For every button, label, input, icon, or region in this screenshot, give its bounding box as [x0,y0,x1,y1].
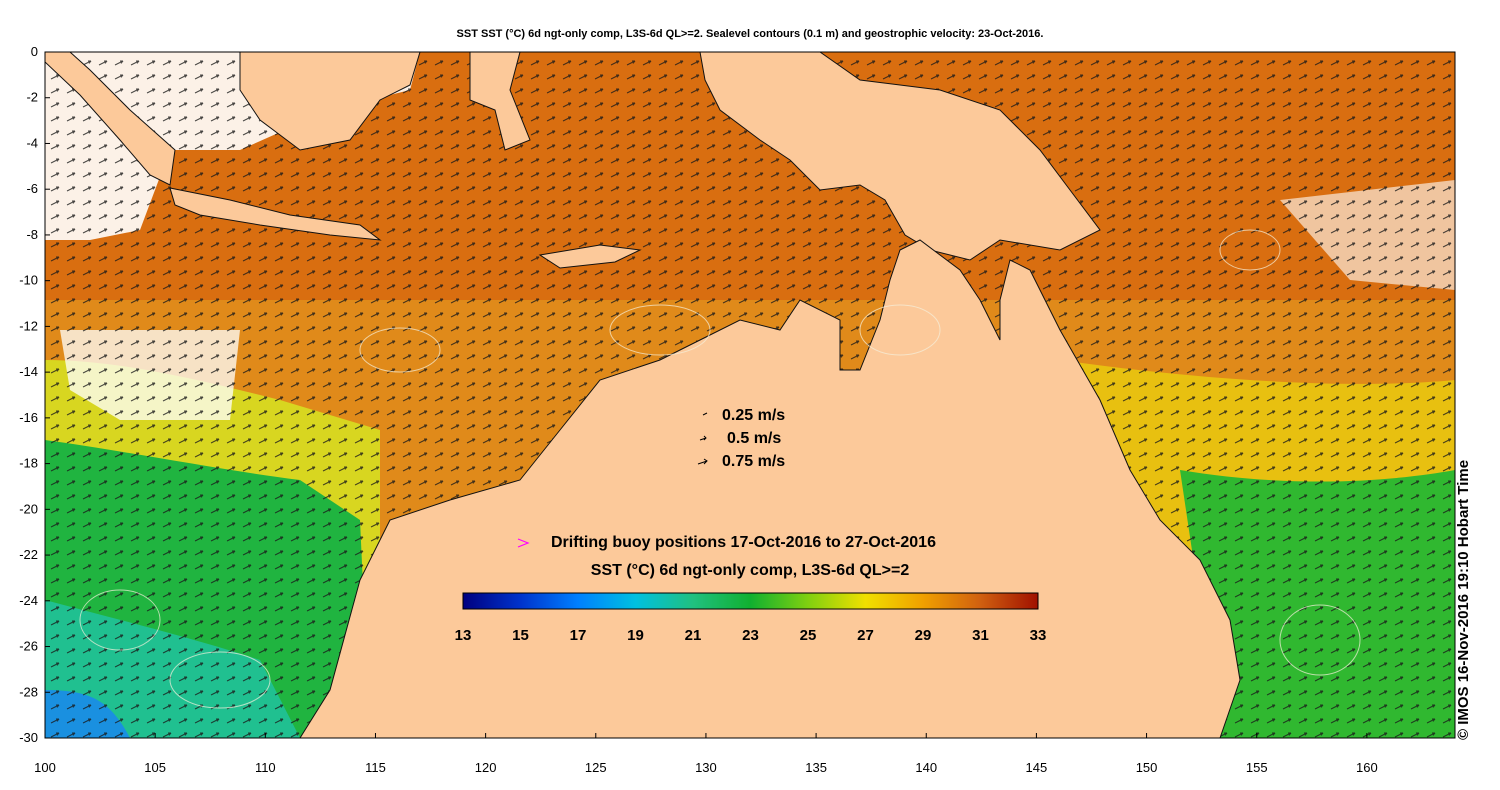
land-timor [538,244,642,269]
y-axis: 0 -2 -4 -6 -8 -10 -12 -14 -16 -18 -20 -22 -24 -26 -28 -… [19,44,50,745]
colorbar-title: SST (°C) 6d ngt-only comp, L3S-6d QL>=2 [591,562,910,579]
credit-text: © IMOS 16-Nov-2016 19:10 Hobart Time [1455,459,1472,740]
colorbar: SST (°C) 6d ngt-only comp, L3S-6d QL>=2 … [455,562,1047,644]
y-tick-label: -24 [19,593,38,608]
x-tick-label: 125 [585,760,607,775]
y-tick-label: -18 [19,456,38,471]
land [45,52,1241,738]
land-java [169,187,382,241]
y-tick-label: -14 [19,364,38,379]
colorbar-tick-label: 23 [742,627,759,644]
sealevel-contours [79,229,1361,709]
buoy-marker-icon [517,538,530,548]
x-tick-label: 150 [1136,760,1158,775]
colorbar-tick-label: 27 [857,627,874,644]
y-tick-label: -6 [26,181,38,196]
buoy-legend-label: Drifting buoy positions 17-Oct-2016 to 2… [551,534,936,551]
velocity-legend: 0.25 m/s 0.5 m/s 0.75 m/s [697,407,785,470]
colorbar-tick-label: 33 [1030,627,1047,644]
x-tick-label: 120 [475,760,497,775]
x-tick-label: 110 [255,760,276,775]
land-sumatra [45,52,176,186]
colorbar-tick-label: 15 [512,627,529,644]
y-tick-label: -22 [19,547,38,562]
x-tick-label: 140 [915,760,937,775]
x-tick-label: 145 [1026,760,1048,775]
y-tick-label: -2 [26,90,38,105]
velocity-label-05: 0.5 m/s [727,430,781,447]
map-frame [44,51,1456,739]
colorbar-tick-label: 17 [570,627,587,644]
velocity-label-075: 0.75 m/s [722,453,785,470]
land-sulawesi [469,52,531,151]
y-tick-label: -16 [19,410,38,425]
land-new-guinea [699,52,1101,261]
x-tick-label: 100 [34,760,56,775]
x-tick-label: 155 [1246,760,1268,775]
land-australia [299,239,1241,738]
x-axis: 100 105 110 115 120 125 130 135 140 145 150 155 160 [34,733,1378,775]
x-tick-label: 135 [805,760,827,775]
y-tick-label: -10 [19,273,38,288]
y-tick-label: -28 [19,684,38,699]
colorbar-tick-label: 13 [455,627,472,644]
colorbar-tick-label: 25 [800,627,817,644]
colorbar-tick-label: 21 [685,627,702,644]
colorbar-ticks: 13 15 17 19 21 23 25 27 29 31 33 [455,627,1047,644]
colorbar-tick-label: 29 [915,627,932,644]
y-tick-label: 0 [31,44,38,59]
velocity-arrow-025 [702,412,708,416]
x-tick-label: 115 [365,760,386,775]
y-tick-label: -20 [19,501,38,516]
velocity-arrow-075 [697,458,708,465]
velocity-arrow-05 [699,435,707,441]
y-tick-label: -12 [19,318,38,333]
colorbar-bar [462,592,1039,610]
x-tick-label: 130 [695,760,717,775]
land-borneo [239,52,421,151]
y-tick-label: -8 [26,227,38,242]
x-tick-label: 160 [1356,760,1378,775]
velocity-label-025: 0.25 m/s [722,407,785,424]
map-title: SST SST (°C) 6d ngt-only comp, L3S-6d QL… [456,28,1044,40]
buoy-legend: Drifting buoy positions 17-Oct-2016 to 2… [517,534,936,551]
x-tick-label: 105 [144,760,166,775]
colorbar-tick-label: 31 [972,627,989,644]
colorbar-tick-label: 19 [627,627,644,644]
plot-area [45,52,1455,738]
y-tick-label: -30 [19,730,38,745]
y-tick-label: -26 [19,639,38,654]
y-tick-label: -4 [26,135,38,150]
